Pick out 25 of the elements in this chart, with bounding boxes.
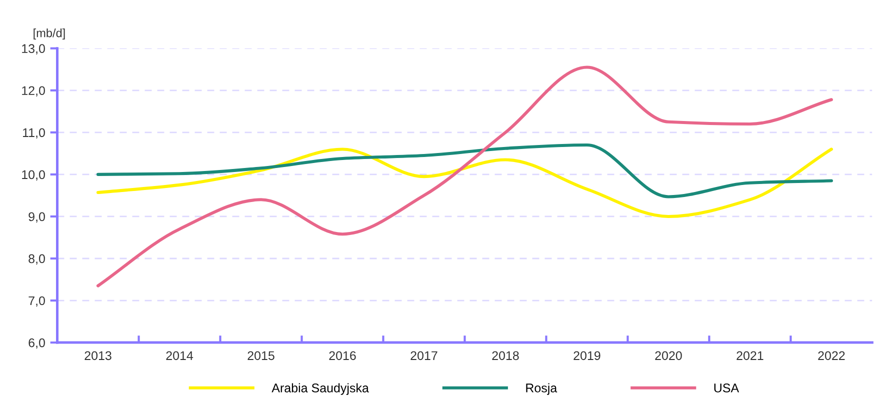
x-tick-label: 2018 xyxy=(492,351,519,360)
line-series xyxy=(96,148,833,218)
y-tick-label: 7,0 xyxy=(28,296,45,307)
legend-label: USA xyxy=(714,384,740,392)
y-tick-label: 9,0 xyxy=(28,212,45,223)
legend-label: Arabia Saudyjska xyxy=(272,383,369,395)
y-tick-label: 12,0 xyxy=(22,86,45,97)
line-series xyxy=(96,143,833,198)
y-tick-label: 10,0 xyxy=(22,170,45,181)
y-tick-label: 13,0 xyxy=(22,44,45,54)
y-tick-label: 11,0 xyxy=(23,128,45,139)
x-tick-label: 2013 xyxy=(84,351,112,360)
x-tick-label: 2016 xyxy=(329,351,356,360)
x-tick-label: 2015 xyxy=(248,351,274,360)
x-tick-label: 2017 xyxy=(410,351,438,360)
x-tick-label: 2022 xyxy=(818,351,845,360)
x-tick-label: 2021 xyxy=(736,351,764,360)
y-tick-label: 8,0 xyxy=(28,254,45,265)
line-series xyxy=(96,66,833,288)
x-tick-label: 2014 xyxy=(166,351,194,360)
y-tick-label: 6,0 xyxy=(28,338,45,349)
y-axis-title: [mb/d] xyxy=(34,28,65,40)
x-tick-label: 2019 xyxy=(574,351,600,360)
legend-label: Rosja xyxy=(526,383,558,395)
x-tick-label: 2020 xyxy=(655,351,682,360)
